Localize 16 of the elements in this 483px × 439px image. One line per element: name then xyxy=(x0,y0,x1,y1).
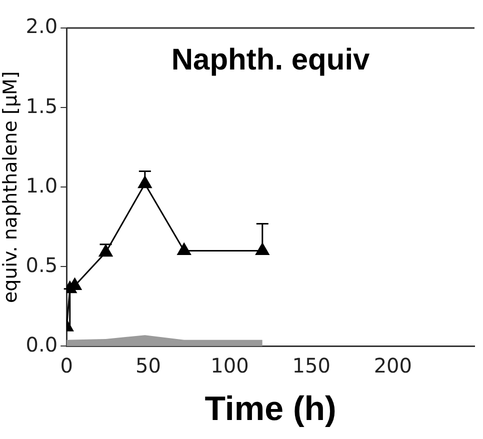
point xyxy=(256,242,270,255)
x-tick-label: 0 xyxy=(60,353,73,378)
x-tick-label: 100 xyxy=(210,353,249,378)
x-tick-label: 200 xyxy=(374,353,412,378)
point xyxy=(98,244,113,257)
y-tick-label: 1.5 xyxy=(26,94,58,118)
y-tick-label: 1.0 xyxy=(26,173,58,198)
y-axis-title: equiv. naphthalene [µM] xyxy=(0,71,22,304)
point xyxy=(177,242,191,255)
x-axis-title: Time (h) xyxy=(204,390,336,428)
y-tick-label: 0.0 xyxy=(26,332,58,356)
y-tick-label: 2.0 xyxy=(26,14,58,38)
text: Naphth. equiv xyxy=(171,43,370,76)
x-tick-label: 50 xyxy=(135,353,161,378)
y-tick-label: 0.5 xyxy=(26,252,58,277)
x-tick-label: 150 xyxy=(292,353,330,378)
